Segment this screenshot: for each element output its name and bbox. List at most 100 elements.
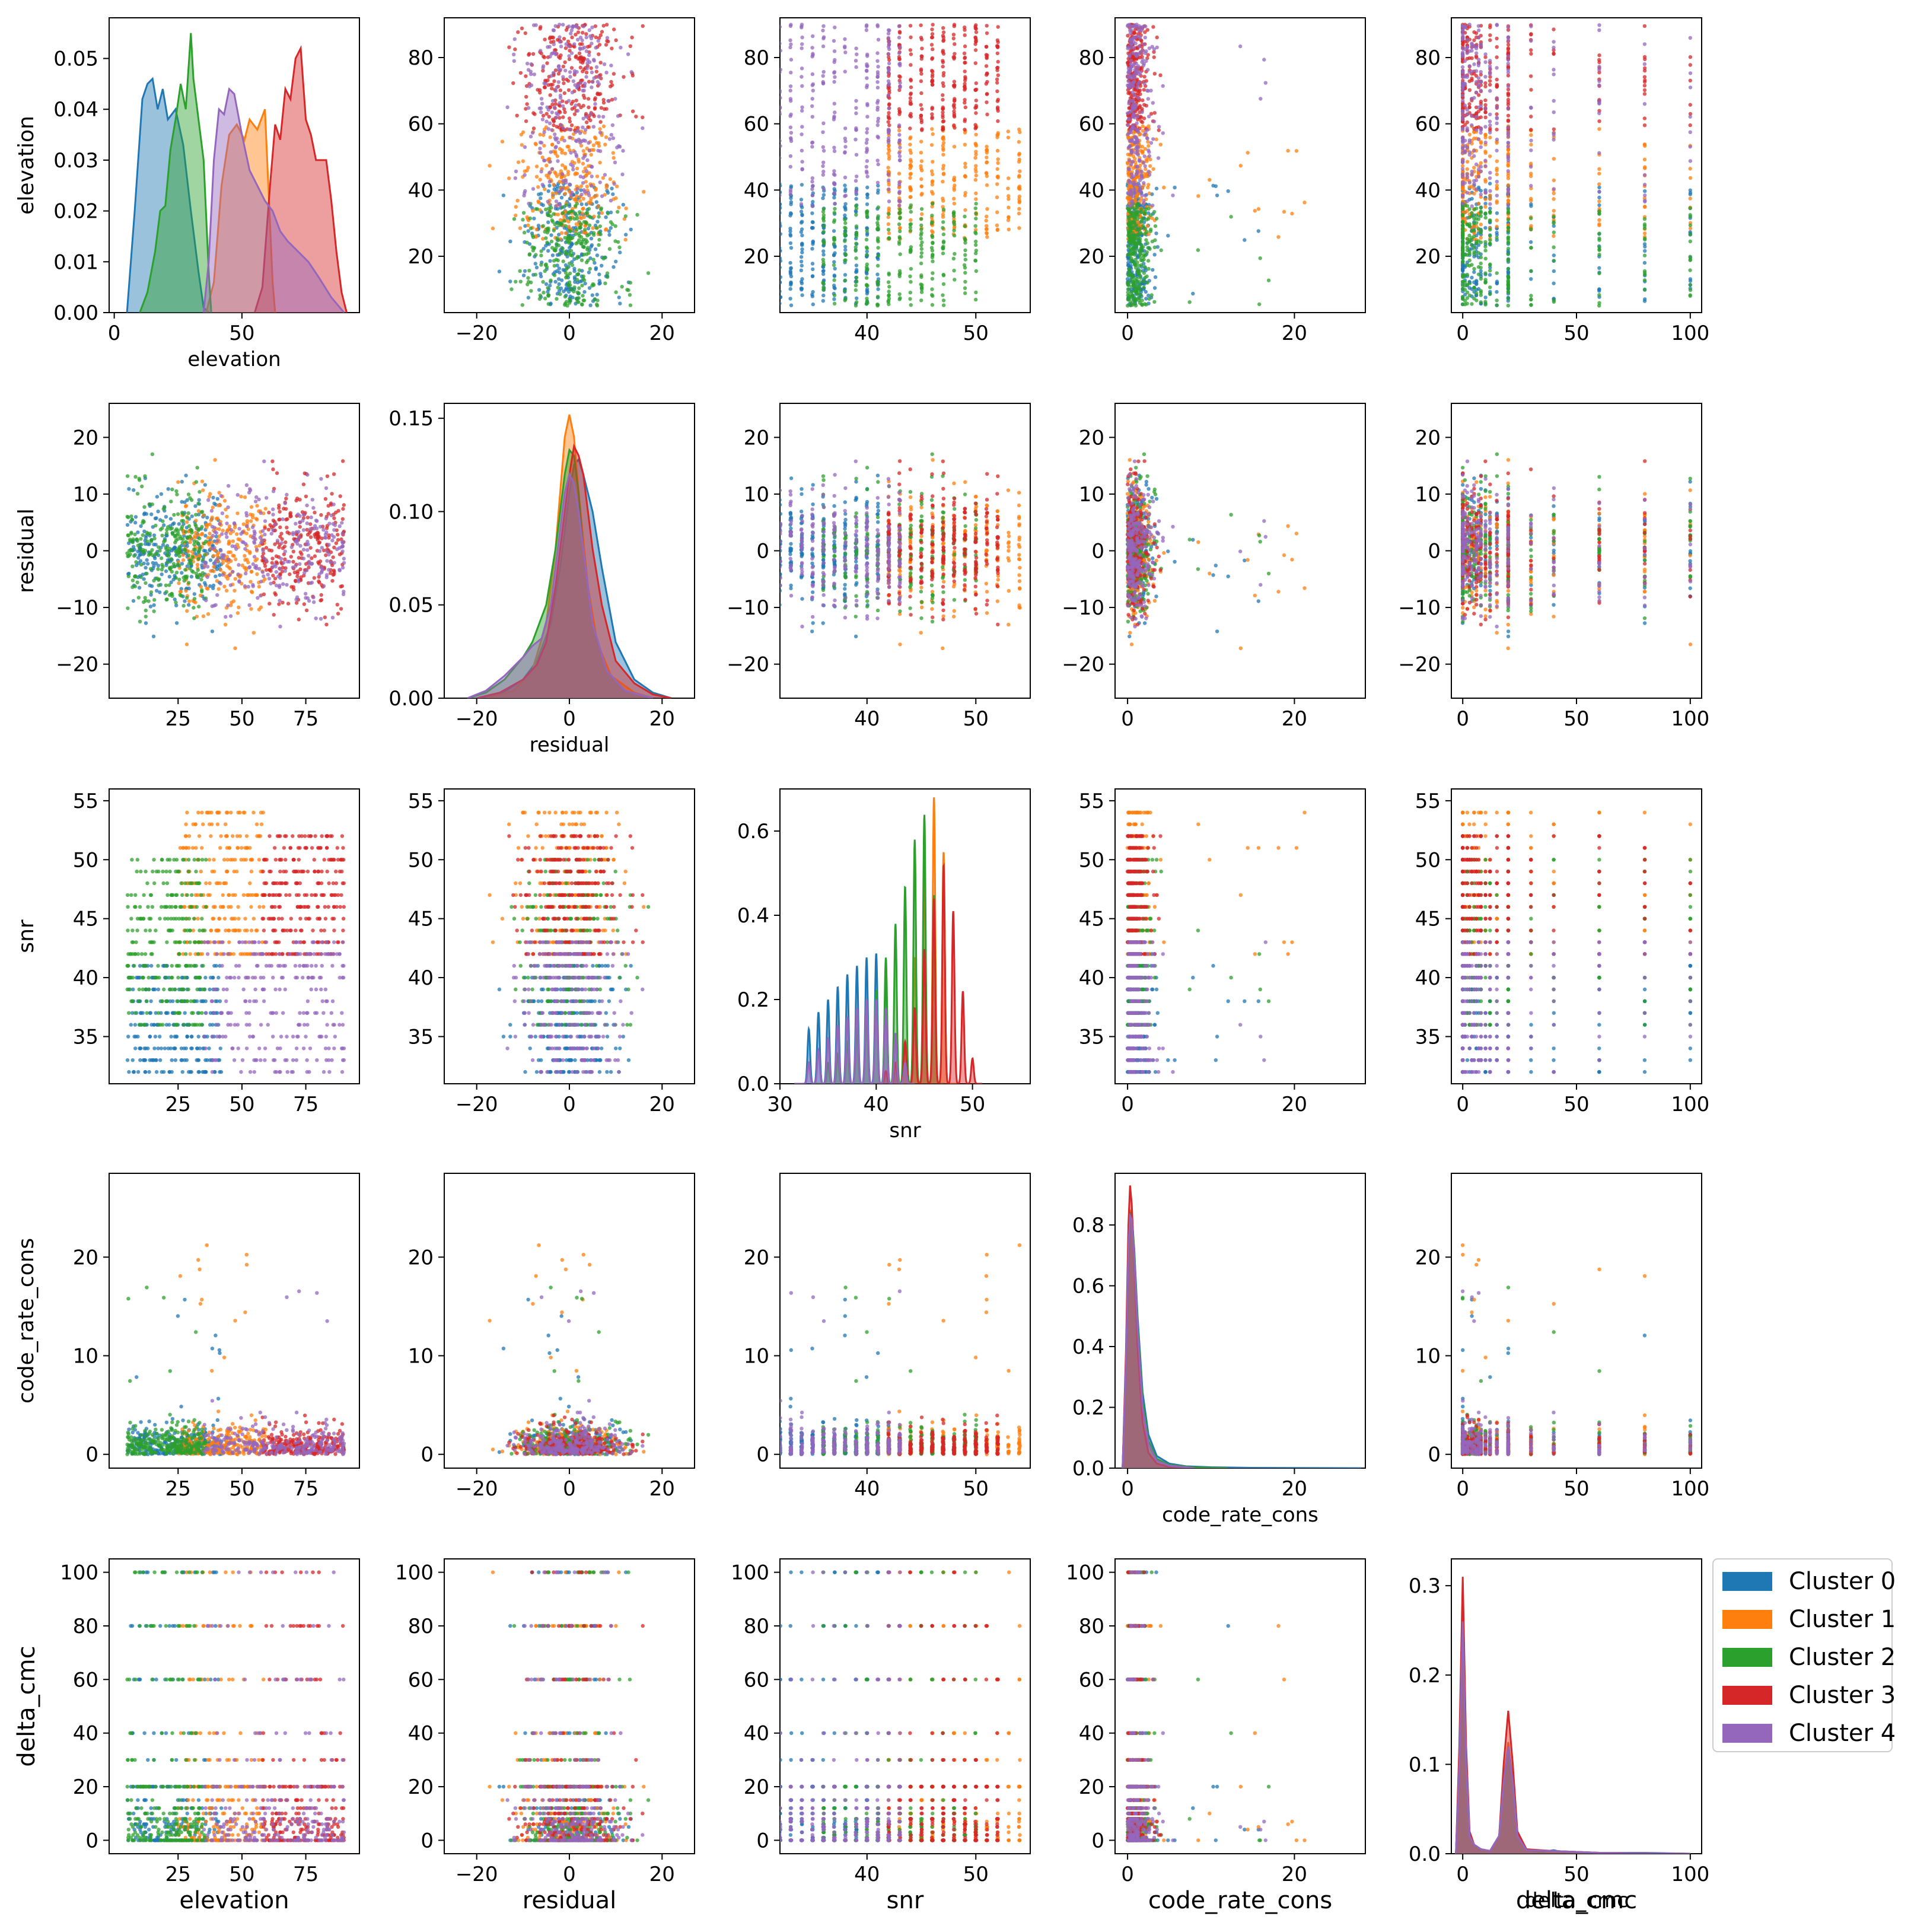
scatter-point-cluster-2: [865, 284, 869, 288]
scatter-point-cluster-3: [941, 97, 945, 102]
scatter-point-cluster-3: [952, 23, 957, 27]
scatter-point-cluster-4: [1142, 81, 1146, 85]
scatter-point-cluster-2: [1688, 268, 1692, 272]
scatter-point-cluster-4: [575, 109, 580, 113]
scatter-point-cluster-3: [1495, 112, 1499, 116]
scatter-point-cluster-3: [634, 114, 638, 119]
scatter-point-cluster-4: [613, 160, 617, 164]
scatter-point-cluster-1: [908, 142, 912, 147]
scatter-point-cluster-3: [941, 110, 945, 114]
scatter-point-cluster-2: [1135, 214, 1139, 218]
scatter-point-cluster-3: [908, 96, 913, 100]
scatter-point-cluster-2: [598, 224, 602, 228]
scatter-point-cluster-4: [1145, 88, 1149, 93]
scatter-point-cluster-1: [1286, 148, 1290, 153]
scatter-point-cluster-4: [1152, 47, 1157, 52]
scatter-point-cluster-1: [491, 226, 495, 231]
scatter-point-cluster-2: [1126, 304, 1130, 308]
scatter-point-cluster-2: [919, 290, 924, 294]
scatter-point-cluster-3: [574, 98, 578, 103]
scatter-point-cluster-2: [974, 269, 979, 273]
scatter-point-cluster-2: [931, 202, 935, 206]
scatter-point-cluster-1: [1642, 231, 1647, 235]
scatter-point-cluster-2: [575, 272, 579, 277]
scatter-point-cluster-0: [572, 269, 577, 273]
scatter-point-cluster-4: [897, 138, 902, 142]
scatter-point-cluster-4: [556, 140, 560, 145]
scatter-point-cluster-4: [865, 127, 870, 131]
scatter-point-cluster-4: [529, 72, 533, 77]
scatter-point-cluster-4: [541, 66, 545, 70]
scatter-point-cluster-4: [1135, 145, 1139, 149]
scatter-point-cluster-4: [811, 34, 815, 39]
scatter-point-cluster-2: [1488, 234, 1492, 238]
scatter-point-cluster-3: [1506, 74, 1511, 78]
scatter-point-cluster-1: [963, 174, 967, 179]
scatter-point-cluster-3: [586, 125, 590, 129]
scatter-point-cluster-4: [597, 75, 601, 79]
scatter-point-cluster-4: [887, 68, 891, 72]
kde-area-cluster-4: [203, 89, 345, 313]
scatter-point-cluster-4: [580, 38, 584, 43]
scatter-point-cluster-1: [1017, 226, 1021, 230]
scatter-point-cluster-3: [562, 81, 566, 85]
scatter-point-cluster-4: [865, 83, 870, 88]
scatter-point-cluster-4: [821, 164, 825, 168]
scatter-point-cluster-2: [941, 208, 946, 212]
scatter-point-cluster-2: [625, 288, 629, 292]
scatter-point-cluster-1: [931, 132, 935, 136]
scatter-point-cluster-1: [919, 139, 923, 144]
scatter-point-cluster-3: [919, 103, 923, 107]
scatter-point-cluster-4: [800, 160, 804, 164]
scatter-point-cluster-4: [833, 173, 837, 177]
scatter-point-cluster-2: [605, 275, 610, 279]
scatter-point-cluster-0: [780, 232, 782, 236]
scatter-point-cluster-0: [578, 279, 582, 284]
scatter-point-cluster-4: [876, 162, 880, 167]
scatter-point-cluster-4: [581, 125, 585, 129]
scatter-point-cluster-2: [821, 230, 826, 234]
scatter-point-cluster-0: [614, 259, 618, 264]
scatter-point-cluster-4: [875, 123, 880, 128]
scatter-point-cluster-0: [789, 200, 794, 204]
scatter-point-cluster-2: [546, 286, 550, 290]
scatter-point-cluster-2: [843, 225, 847, 230]
scatter-point-cluster-1: [1495, 224, 1499, 229]
scatter-point-cluster-4: [588, 60, 592, 64]
scatter-point-cluster-2: [526, 276, 530, 280]
scatter-point-cluster-2: [1506, 247, 1511, 251]
scatter-point-cluster-0: [810, 294, 815, 298]
scatter-point-cluster-4: [864, 28, 869, 32]
scatter-point-cluster-4: [780, 89, 782, 93]
scatter-point-cluster-0: [1488, 182, 1492, 186]
scatter-point-cluster-0: [1597, 266, 1601, 270]
scatter-point-cluster-2: [1506, 238, 1511, 242]
scatter-point-cluster-3: [1158, 73, 1163, 77]
scatter-point-cluster-3: [1141, 98, 1145, 103]
scatter-point-cluster-4: [584, 49, 589, 53]
scatter-point-cluster-2: [886, 300, 890, 304]
scatter-point-cluster-2: [1688, 293, 1692, 297]
scatter-point-cluster-1: [886, 215, 890, 219]
scatter-point-cluster-2: [1128, 225, 1132, 230]
scatter-point-cluster-2: [628, 303, 633, 307]
scatter-point-cluster-2: [521, 211, 526, 215]
scatter-point-cluster-0: [604, 215, 608, 219]
scatter-point-cluster-1: [585, 184, 589, 189]
scatter-point-cluster-1: [582, 215, 587, 219]
scatter-point-cluster-0: [539, 274, 543, 279]
scatter-point-cluster-4: [1132, 112, 1136, 117]
scatter-point-cluster-3: [898, 75, 902, 79]
scatter-point-cluster-1: [597, 144, 601, 148]
scatter-point-cluster-4: [569, 151, 573, 155]
scatter-point-cluster-0: [594, 200, 598, 204]
scatter-point-cluster-2: [1470, 243, 1474, 247]
scatter-point-cluster-4: [810, 46, 814, 50]
scatter-point-cluster-3: [598, 33, 603, 37]
scatter-point-cluster-2: [1129, 272, 1134, 277]
scatter-point-cluster-3: [524, 119, 528, 123]
scatter-point-cluster-2: [1266, 278, 1271, 282]
scatter-point-cluster-2: [898, 215, 902, 219]
scatter-point-cluster-4: [553, 24, 558, 28]
scatter-point-cluster-3: [919, 37, 924, 42]
